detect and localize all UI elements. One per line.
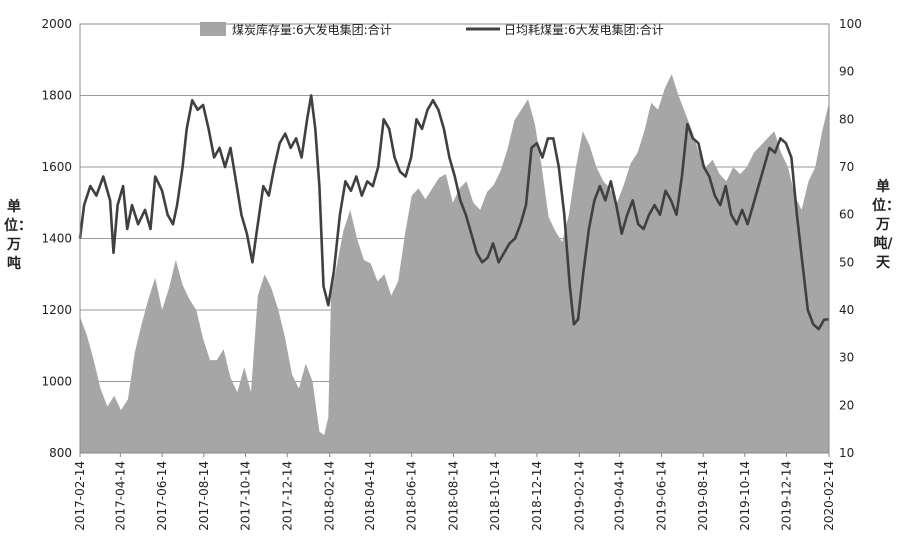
x-tick-label-2019-12-14: 2019-12-14 [780, 461, 794, 531]
right-tick-label-90: 90 [839, 65, 854, 79]
left-tick-label-1800: 1800 [41, 89, 72, 103]
right-tick-label-50: 50 [839, 255, 854, 269]
right-tick-label-60: 60 [839, 208, 854, 222]
left-tick-label-1600: 1600 [41, 160, 72, 174]
x-tick-label-2017-04-14: 2017-04-14 [113, 461, 127, 531]
legend-swatch-coal-stock [200, 22, 226, 36]
x-tick-label-2017-06-14: 2017-06-14 [155, 461, 169, 531]
right-tick-label-10: 10 [839, 446, 854, 460]
left-tick-label-1400: 1400 [41, 232, 72, 246]
right-axis-ticks: 10 20 30 40 50 60 70 80 90 100 [839, 17, 862, 460]
right-tick-label-80: 80 [839, 112, 854, 126]
right-tick-label-100: 100 [839, 17, 862, 31]
x-tick-label-2019-02-14: 2019-02-14 [572, 461, 586, 531]
legend: 煤炭库存量:6大发电集团:合计 日均耗煤量:6大发电集团:合计 [200, 22, 664, 37]
x-tick-label-2017-02-14: 2017-02-14 [73, 461, 87, 531]
x-tick-label-2018-02-14: 2018-02-14 [323, 461, 337, 531]
right-tick-label-20: 20 [839, 398, 854, 412]
right-tick-label-40: 40 [839, 303, 854, 317]
series-area-coal-stock [80, 74, 829, 453]
right-tick-label-30: 30 [839, 351, 854, 365]
x-tick-label-2019-04-14: 2019-04-14 [613, 461, 627, 531]
x-tick-label-2020-02-14: 2020-02-14 [822, 461, 836, 531]
right-axis-title: 单位：万吨/天 [872, 179, 900, 271]
legend-label-coal-stock: 煤炭库存量:6大发电集团:合计 [232, 22, 392, 37]
legend-label-daily-consumption: 日均耗煤量:6大发电集团:合计 [504, 22, 664, 37]
x-tick-label-2018-04-14: 2018-04-14 [363, 461, 377, 531]
x-tick-label-2017-12-14: 2017-12-14 [280, 461, 294, 531]
left-tick-label-800: 800 [49, 446, 72, 460]
x-tick-label-2019-08-14: 2019-08-14 [696, 461, 710, 531]
x-tick-label-2019-06-14: 2019-06-14 [654, 461, 668, 531]
x-tick-label-2018-10-14: 2018-10-14 [488, 461, 502, 531]
coal-stock-area-layer [80, 74, 829, 453]
daily-consumption-line-layer [78, 94, 829, 331]
x-tick-label-2018-06-14: 2018-06-14 [405, 461, 419, 531]
x-tick-label-2019-10-14: 2019-10-14 [738, 461, 752, 531]
x-tick-label-2017-10-14: 2017-10-14 [239, 461, 253, 531]
right-tick-label-70: 70 [839, 160, 854, 174]
plot-frame [79, 23, 830, 454]
left-axis-title: 单位：万吨 [4, 199, 32, 272]
series-line-daily-consumption [78, 94, 829, 331]
x-axis-ticks: 2017-02-14 2017-04-14 2017-06-14 2017-08-14… [73, 453, 836, 531]
x-tick-label-2017-08-14: 2017-08-14 [197, 461, 211, 531]
x-tick-label-2018-08-14: 2018-08-14 [446, 461, 460, 531]
left-tick-label-1200: 1200 [41, 303, 72, 317]
left-tick-label-1000: 1000 [41, 375, 72, 389]
x-tick-label-2018-12-14: 2018-12-14 [530, 461, 544, 531]
left-axis-ticks: 800 1000 1200 1400 1600 1800 2000 [41, 17, 72, 460]
left-tick-label-2000: 2000 [41, 17, 72, 31]
